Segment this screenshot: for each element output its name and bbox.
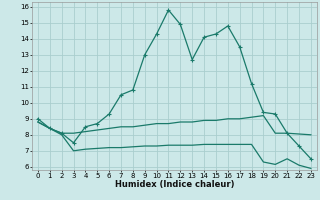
X-axis label: Humidex (Indice chaleur): Humidex (Indice chaleur) [115,180,234,189]
